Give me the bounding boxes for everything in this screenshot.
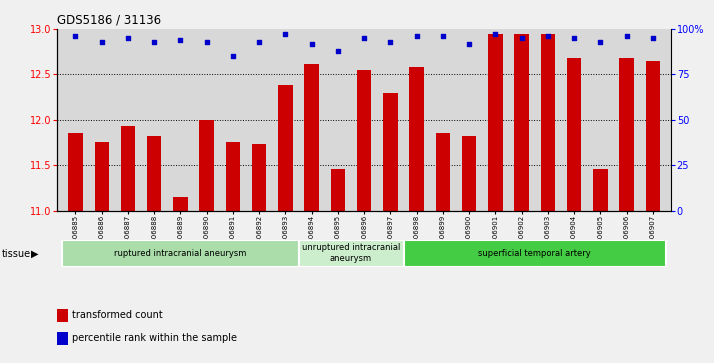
Point [201,39,212,45]
Bar [121,126,135,211]
Point [175,37,186,43]
Bar [436,133,450,211]
Bar [278,85,293,211]
Bar [567,58,581,211]
Bar [645,61,660,211]
Point [647,35,658,41]
Bar [383,93,398,211]
Point [96,39,107,45]
Bar [57,332,68,345]
Bar [252,144,266,211]
Point [280,32,291,37]
Point [70,33,81,39]
Text: GDS5186 / 31136: GDS5186 / 31136 [57,13,161,26]
Bar [174,197,188,211]
Bar [298,240,403,267]
Point [621,33,633,39]
Text: tissue: tissue [1,249,31,259]
Bar [331,169,345,211]
Point [542,33,553,39]
Point [411,33,423,39]
Point [437,33,448,39]
Point [149,39,160,45]
Bar [147,136,161,211]
Point [306,41,317,46]
Bar [403,240,666,267]
Point [490,32,501,37]
Text: transformed count: transformed count [73,310,164,320]
Text: percentile rank within the sample: percentile rank within the sample [73,334,238,343]
Point [516,35,528,41]
Bar [593,169,608,211]
Point [568,35,580,41]
Bar [514,34,529,211]
Point [595,39,606,45]
Point [463,41,475,46]
Bar [199,120,214,211]
Point [122,35,134,41]
Text: ▶: ▶ [31,249,39,259]
Bar [357,70,371,211]
Point [253,39,265,45]
Bar [69,133,83,211]
Text: ruptured intracranial aneurysm: ruptured intracranial aneurysm [114,249,246,258]
Bar [540,34,555,211]
Bar [226,142,240,211]
Bar [409,67,424,211]
Bar [619,58,634,211]
Bar [304,64,319,211]
Bar [62,240,298,267]
Point [385,39,396,45]
Bar [488,34,503,211]
Bar [94,142,109,211]
Text: unruptured intracranial
aneurysm: unruptured intracranial aneurysm [302,244,401,263]
Bar [462,136,476,211]
Bar [57,309,68,322]
Point [227,53,238,59]
Point [332,48,343,54]
Text: superficial temporal artery: superficial temporal artery [478,249,591,258]
Point [358,35,370,41]
